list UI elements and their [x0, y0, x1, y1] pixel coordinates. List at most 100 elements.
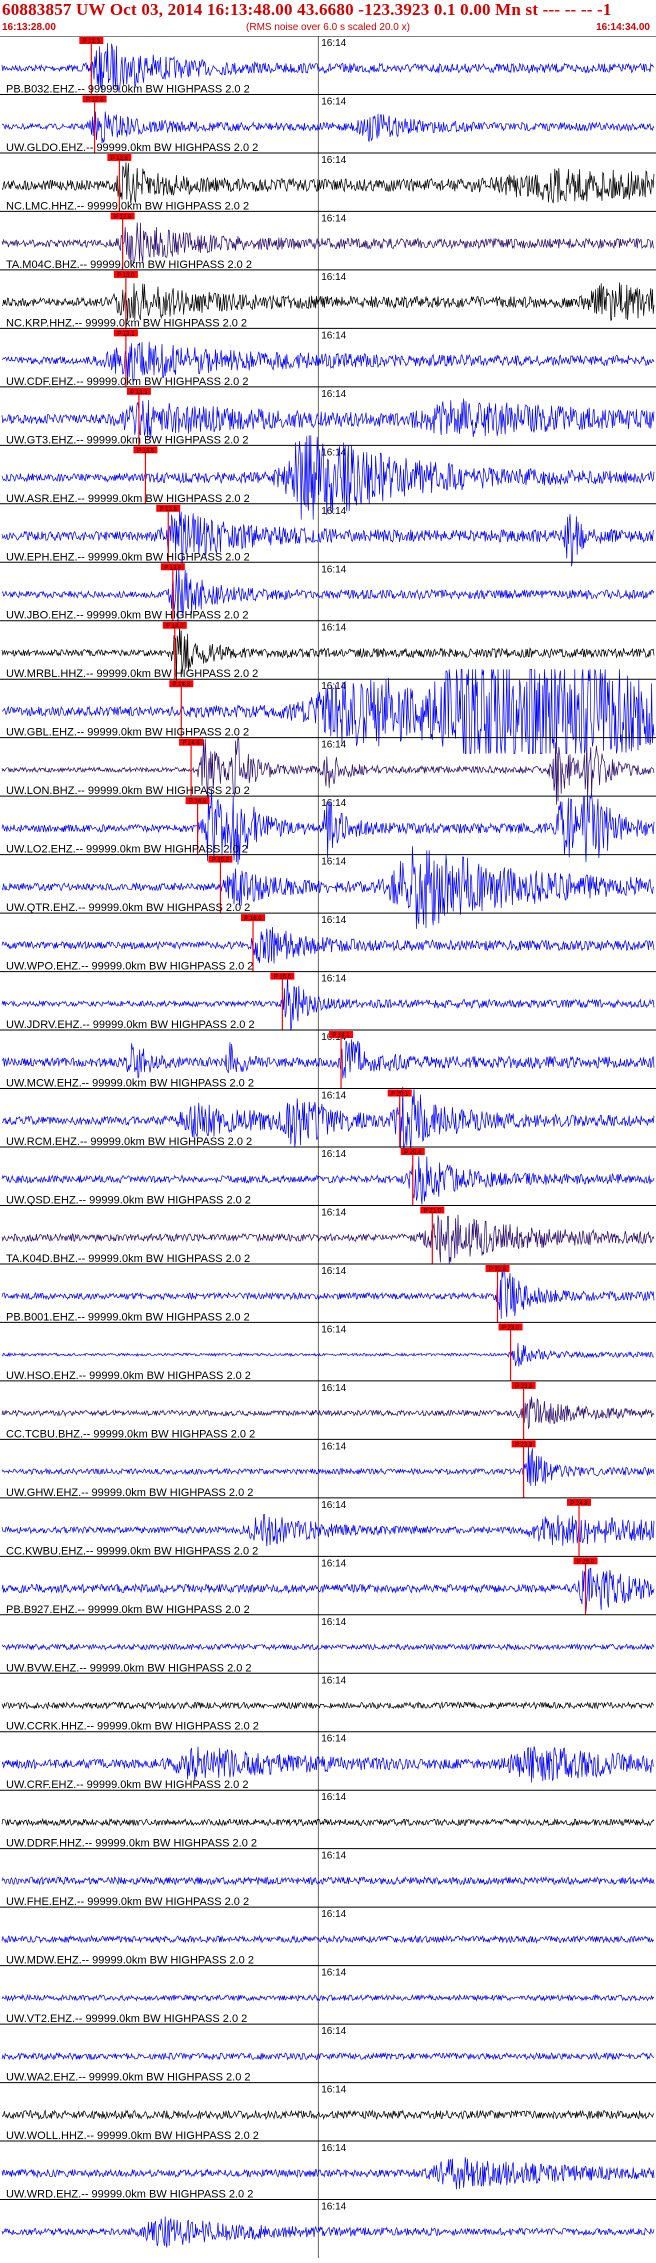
trace-23: 16:14 P 23.3 CC.TCBU.BHZ.-- 99999.0km BW H… — [0, 1380, 656, 1440]
channel-label: UW.MRBL.HHZ.-- 99999.0km BW HIGHPASS 2.0… — [6, 668, 258, 680]
pick-marker — [82, 95, 107, 103]
minute-mark-label: 16:14 — [321, 1909, 346, 1920]
channel-label: UW.HSO.EHZ.-- 99999.0km BW HIGHPASS 2.0 … — [6, 1370, 251, 1382]
trace-14: 16:14 P 15.2 UW.QTR.EHZ.-- 99999.0km BW HI… — [0, 846, 656, 929]
waveform — [1, 668, 655, 754]
channel-label: UW.JBO.EHZ.-- 99999.0km BW HIGHPASS 2.0 … — [6, 610, 248, 622]
start-time: 16:13:28.00 — [2, 22, 56, 33]
minute-mark-label: 16:14 — [321, 564, 346, 575]
pick-label: P 12.9 — [114, 214, 132, 220]
channel-label: UW.CCRK.HHZ.-- 99999.0km BW HIGHPASS 2.0… — [6, 1721, 259, 1733]
pick-marker — [79, 37, 104, 44]
channel-label: UW.CDF.EHZ.-- 99999.0km BW HIGHPASS 2.0 … — [6, 376, 248, 388]
minute-mark-label: 16:14 — [321, 447, 346, 458]
waveform — [1, 2216, 655, 2248]
channel-label: CC.TCBU.BHZ.-- 99999.0km BW HIGHPASS 2.0… — [6, 1428, 255, 1440]
pick-label: P 13.0 — [117, 273, 135, 279]
pick-label: P 14.6 — [182, 741, 200, 747]
waveform — [1, 398, 655, 439]
minute-mark-label: 16:14 — [321, 155, 346, 166]
channel-label: UW.GT3.EHZ.-- 99999.0km BW HIGHPASS 2.0 … — [6, 434, 248, 446]
waveform — [1, 1875, 655, 1886]
channel-label: UW.WA2.EHZ.-- 99999.0km BW HIGHPASS 2.0 … — [6, 2072, 251, 2084]
waveform — [1, 111, 655, 144]
waveform — [1, 1934, 655, 1944]
waveform — [1, 222, 655, 265]
pick-marker — [329, 1031, 354, 1039]
channel-label: UW.GLDO.EHZ.-- 99999.0km BW HIGHPASS 2.0… — [6, 142, 258, 154]
minute-mark-label: 16:14 — [321, 2085, 346, 2096]
waveform — [1, 846, 655, 929]
trace-32: 16:14 UW.MDW.EHZ.-- 99999.0km BW HIGHPASS… — [0, 1906, 656, 1967]
trace-31: 16:14 UW.FHE.EHZ.-- 99999.0km BW HIGHPASS… — [0, 1848, 656, 1908]
trace-11: 16:14 P 14.3 UW.GBL.EHZ.-- 99999.0km BW HI… — [0, 668, 656, 754]
minute-mark-label: 16:14 — [321, 1851, 346, 1862]
trace-17: 16:14P 18.1UW.MCW.EHZ.-- 99999.0km BW HI… — [0, 1029, 656, 1090]
minute-mark-label: 16:14 — [321, 389, 346, 400]
trace-6: 16:14 P 13.3 UW.GT3.EHZ.-- 99999.0km BW HI… — [0, 386, 656, 446]
pick-marker — [113, 270, 138, 278]
trace-18: 16:14 P 20.1 UW.RCM.EHZ.-- 99999.0km BW HI… — [0, 1086, 656, 1150]
minute-mark-label: 16:14 — [321, 330, 346, 341]
trace-29: 16:14 UW.CRF.EHZ.-- 99999.0km BW HIGHPASS… — [0, 1731, 656, 1791]
minute-mark-label: 16:14 — [321, 740, 346, 751]
event-title: 60883857 UW Oct 03, 2014 16:13:48.00 43.… — [2, 0, 612, 19]
pick-label: P 21.0 — [424, 1208, 442, 1214]
trace-26: 16:14 P 25.0 PB.B927.EHZ.-- 99999.0km BW H… — [0, 1555, 656, 1616]
pick-label: P 25.0 — [577, 1559, 595, 1565]
minute-mark-label: 16:14 — [321, 1675, 346, 1686]
seismogram-traces: 16:14 P 12.3 PB.B032.EHZ.-- 99999.0km BW H… — [0, 35, 656, 2258]
pick-label: P 12.3 — [83, 39, 101, 45]
pick-marker — [107, 153, 132, 161]
minute-mark-label: 16:14 — [321, 1383, 346, 1394]
pick-marker — [573, 1557, 598, 1565]
minute-mark-label: 16:14 — [321, 1617, 346, 1628]
minute-mark-label: 16:14 — [321, 1324, 346, 1335]
minute-mark-label: 16:14 — [321, 38, 346, 49]
waveform — [1, 1567, 655, 1612]
trace-8: 16:14 P 13.8 UW.EPH.EHZ.-- 99999.0km BW HI… — [0, 503, 656, 567]
minute-mark-label: 16:14 — [321, 974, 346, 985]
waveform — [1, 1156, 655, 1205]
minute-mark-label: 16:14 — [321, 915, 346, 926]
minute-mark-label: 16:14 — [321, 1091, 346, 1102]
trace-10: 16:14 P 14.0 UW.MRBL.HHZ.-- 99999.0km BW H… — [0, 620, 656, 683]
waveform — [1, 2157, 655, 2190]
trace-19: 16:14 P 20.4 UW.QSD.EHZ.-- 99999.0km BW HI… — [0, 1146, 656, 1206]
channel-label: NC.LMC.HHZ.-- 99999.0km BW HIGHPASS 2.0 … — [6, 200, 249, 212]
trace-7: 16:14 P 13.5 UW.ASR.EHZ.-- 99999.0km BW HI… — [0, 435, 656, 520]
trace-22: 16:14 P 23.0 UW.HSO.EHZ.-- 99999.0km BW HI… — [0, 1321, 656, 1382]
pick-label: P 23.3 — [515, 1384, 533, 1390]
time-range-bar: 16:13:28.00 (RMS noise over 6.0 s scaled… — [0, 22, 652, 34]
trace-36: 16:14 UW.WRD.EHZ.-- 99999.0km BW HIGHPASS… — [0, 2140, 656, 2201]
waveform — [1, 788, 655, 865]
minute-mark-label: 16:14 — [321, 1266, 346, 1277]
waveform — [1, 162, 655, 204]
pick-label: P 13.9 — [164, 565, 182, 571]
pick-label: P 13.5 — [137, 448, 155, 454]
channel-label: TA.K04D.BHZ.-- 99999.0km BW HIGHPASS 2.0… — [6, 1253, 250, 1265]
minute-mark-label: 16:14 — [321, 213, 346, 224]
seismogram-panel: 16:14 P 12.3 PB.B032.EHZ.-- 99999.0km BW H… — [0, 35, 656, 2258]
waveform — [1, 2109, 655, 2121]
pick-label: P 15.2 — [212, 858, 230, 864]
trace-15: 16:14 P 16.0 UW.WPO.EHZ.-- 99999.0km BW HI… — [0, 912, 656, 973]
waveform — [1, 1039, 655, 1079]
pick-marker — [485, 1264, 510, 1272]
pick-label: P 18.1 — [332, 1033, 350, 1039]
trace-27: 16:14 UW.BVW.EHZ.-- 99999.0km BW HIGHPASS… — [0, 1614, 656, 1674]
trace-28: 16:14 UW.CCRK.HHZ.-- 99999.0km BW HIGHPAS… — [0, 1672, 656, 1733]
minute-mark-label: 16:14 — [321, 1500, 346, 1511]
channel-label: UW.EPH.EHZ.-- 99999.0km BW HIGHPASS 2.0 … — [6, 551, 250, 563]
channel-label: CC.KWBU.EHZ.-- 99999.0km BW HIGHPASS 2.0… — [6, 1545, 258, 1557]
pick-label: P 14.8 — [189, 799, 207, 805]
channel-label: UW.QSD.EHZ.-- 99999.0km BW HIGHPASS 2.0 … — [6, 1194, 251, 1206]
end-time: 16:14:34.00 — [596, 22, 650, 33]
pick-label: P 23.0 — [502, 1325, 520, 1331]
waveform — [1, 1514, 655, 1547]
trace-5: 16:14 P 13.1 UW.CDF.EHZ.-- 99999.0km BW HI… — [0, 327, 656, 388]
minute-mark-label: 16:14 — [321, 1734, 346, 1745]
channel-label: UW.MDW.EHZ.-- 99999.0km BW HIGHPASS 2.0 … — [6, 1955, 254, 1967]
waveform — [1, 43, 655, 93]
trace-21: 16:14 P 22.6 PB.B001.EHZ.-- 99999.0km BW H… — [0, 1263, 656, 1323]
